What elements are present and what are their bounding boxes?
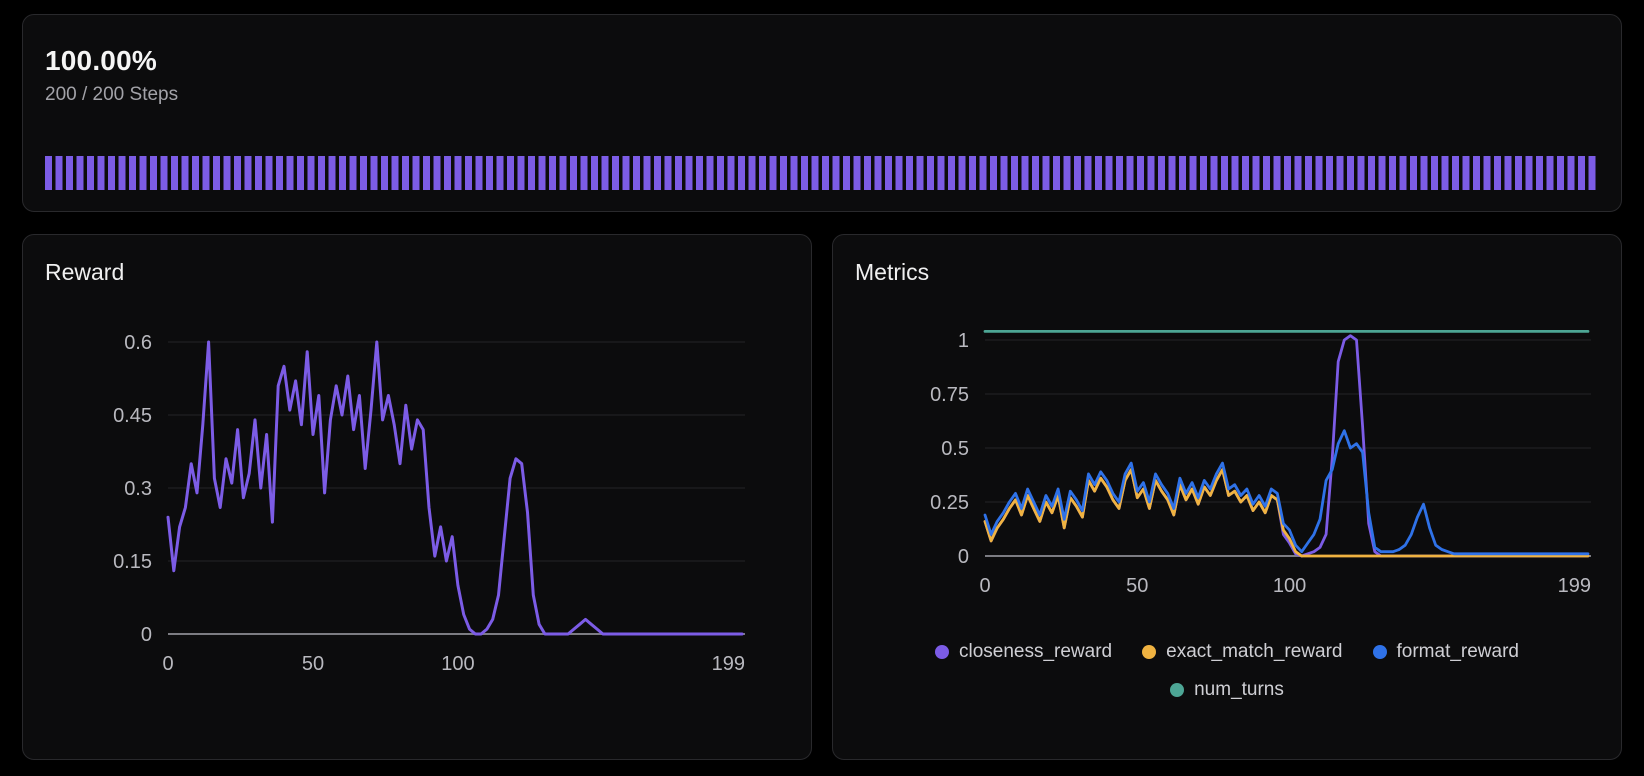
reward-card: Reward 0 0.15 0.3 0.45 0.6 0 50 100 199: [22, 234, 812, 760]
metrics-card: Metrics 0 0.25 0.5 0.75 1 0 50 100 199 closeness…: [832, 234, 1622, 760]
reward-chart-title: Reward: [45, 259, 125, 285]
metrics-legend: closeness_reward exact_match_reward format…: [855, 641, 1599, 701]
metrics-chart: 0 0.25 0.5 0.75 1 0 50 100 199: [855, 300, 1599, 615]
legend-row-1: closeness_reward exact_match_reward format…: [934, 641, 1520, 663]
legend-label: format_reward: [1396, 641, 1520, 662]
x-tick-label: 199: [712, 653, 745, 675]
legend-label: closeness_reward: [958, 641, 1113, 662]
y-tick-label: 0.75: [930, 384, 969, 406]
series-line-format_reward: [983, 429, 1590, 556]
legend-row-2: num_turns: [1170, 679, 1284, 701]
x-tick-label: 199: [1558, 575, 1591, 597]
reward-chart: 0 0.15 0.3 0.45 0.6 0 50 100 199: [45, 300, 789, 685]
progress-steps: 200 / 200 Steps: [45, 84, 179, 105]
series-line-exact_match_reward: [983, 468, 1590, 558]
series-line-closeness_reward: [983, 334, 1590, 558]
y-tick-label: 0: [141, 624, 152, 646]
legend-dot-closeness_reward: [934, 645, 949, 659]
x-tick-label: 50: [302, 653, 324, 675]
series-line-reward: [166, 340, 744, 636]
legend-item-format_reward: format_reward: [1372, 641, 1520, 663]
y-tick-label: 1: [958, 330, 969, 352]
x-tick-label: 0: [162, 653, 173, 675]
progress-percent: 100.00%: [45, 45, 157, 76]
y-tick-label: 0.5: [941, 438, 969, 460]
y-tick-label: 0: [958, 546, 969, 568]
y-tick-label: 0.15: [113, 551, 152, 573]
reward-chart-svg: 0 0.15 0.3 0.45 0.6 0 50 100 199: [113, 332, 745, 675]
charts-row: Reward 0 0.15 0.3 0.45 0.6 0 50 100 199 Metrics …: [22, 234, 1622, 760]
legend-item-closeness_reward: closeness_reward: [934, 641, 1113, 663]
x-tick-label: 100: [1273, 575, 1306, 597]
x-tick-label: 100: [441, 653, 474, 675]
legend-dot-num_turns: [1170, 683, 1185, 697]
progress-bar: [45, 156, 1599, 190]
legend-dot-exact_match_reward: [1142, 645, 1157, 659]
legend-dot-format_reward: [1372, 645, 1387, 659]
x-tick-label: 0: [979, 575, 990, 597]
y-tick-label: 0.3: [124, 478, 152, 500]
legend-item-exact_match_reward: exact_match_reward: [1142, 641, 1343, 663]
y-tick-label: 0.45: [113, 405, 152, 427]
legend-label: num_turns: [1194, 679, 1284, 700]
metrics-chart-title: Metrics: [855, 259, 930, 285]
x-tick-label: 50: [1126, 575, 1148, 597]
legend-item-num_turns: num_turns: [1170, 679, 1284, 701]
y-tick-label: 0.6: [124, 332, 152, 354]
metrics-chart-svg: 0 0.25 0.5 0.75 1 0 50 100 199: [930, 329, 1591, 597]
progress-card: 100.00% 200 / 200 Steps: [22, 14, 1622, 212]
y-tick-label: 0.25: [930, 492, 969, 514]
legend-label: exact_match_reward: [1166, 641, 1343, 662]
